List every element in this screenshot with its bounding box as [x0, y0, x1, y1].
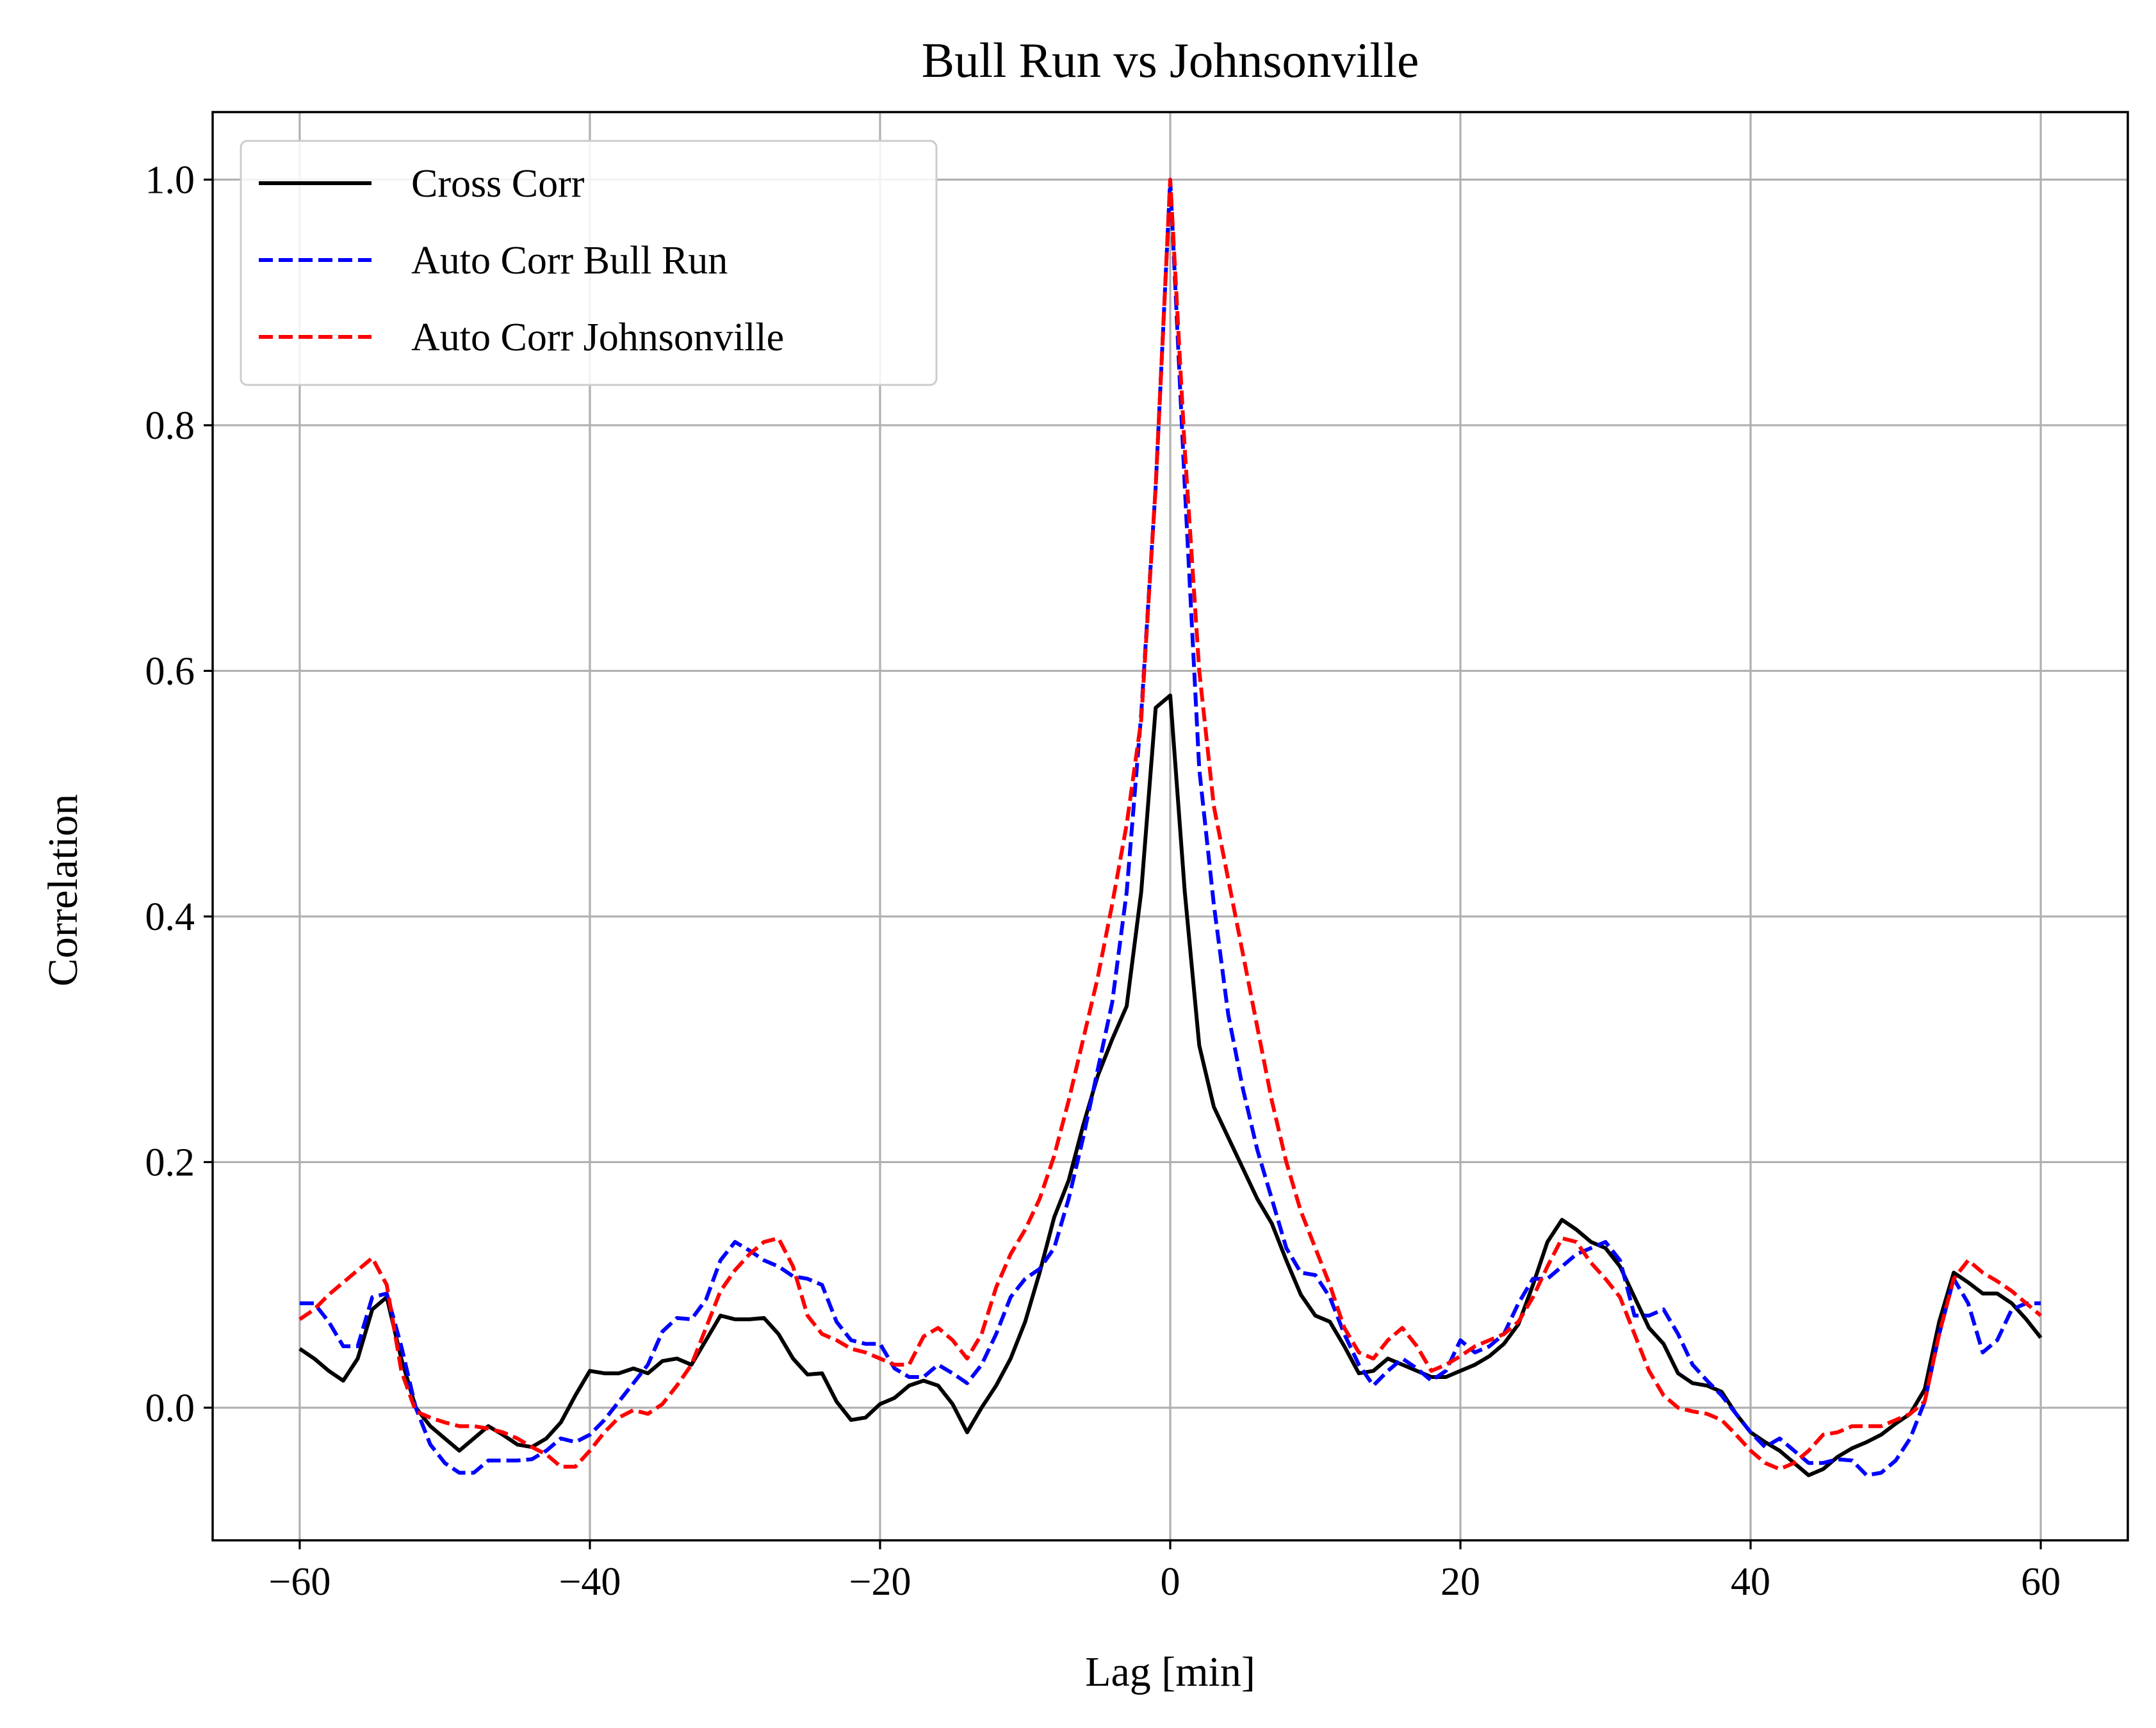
x-tick-label: 40: [1731, 1560, 1770, 1604]
x-axis-label: Lag [min]: [1085, 1649, 1255, 1695]
legend-box: [240, 140, 938, 386]
series-layer: [298, 177, 2043, 1478]
x-tick-label: −20: [849, 1560, 911, 1604]
chart-title: Bull Run vs Johnsonville: [922, 33, 1419, 88]
x-tick-label: −60: [268, 1560, 331, 1604]
y-tick-label: 1.0: [145, 158, 195, 202]
y-tick-label: 0.6: [145, 649, 195, 693]
y-axis-label: Correlation: [40, 794, 86, 987]
x-tick-label: 60: [2021, 1560, 2061, 1604]
legend: Cross Corr Auto Corr Bull Run Auto Corr Jo…: [240, 140, 938, 386]
x-axis-ticks: −60 −40 −20 0 20 40 60: [268, 1540, 2061, 1604]
x-tick-label: 0: [1161, 1560, 1180, 1604]
legend-label: Auto Corr Johnsonville: [411, 316, 784, 359]
legend-label: Auto Corr Bull Run: [411, 239, 728, 282]
x-tick-label: 20: [1441, 1560, 1480, 1604]
series-line-3: [298, 177, 2043, 1471]
x-tick-label: −40: [559, 1560, 621, 1604]
y-tick-label: 0.4: [145, 895, 195, 939]
legend-label: Cross Corr: [411, 162, 585, 206]
y-tick-label: 0.8: [145, 404, 195, 448]
y-axis-ticks: 0.0 0.2 0.4 0.6 0.8 1.0: [145, 158, 213, 1430]
y-tick-label: 0.2: [145, 1141, 195, 1184]
y-tick-label: 0.0: [145, 1387, 195, 1430]
